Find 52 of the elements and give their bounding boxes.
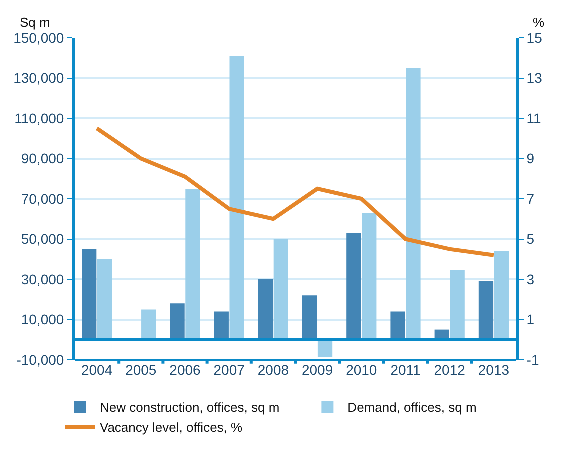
bar bbox=[478, 282, 494, 340]
y2-tick-label: 9 bbox=[526, 150, 535, 167]
y-tick-label: 30,000 bbox=[21, 271, 64, 288]
y2-tick-label: 7 bbox=[526, 190, 535, 207]
y2-tick-label: 11 bbox=[526, 110, 542, 126]
y2-tick-label: 3 bbox=[526, 271, 535, 288]
y-tick-label: 10,000 bbox=[21, 312, 64, 328]
bar bbox=[302, 296, 318, 340]
line-series bbox=[95, 126, 496, 258]
legend-label: Vacancy level, offices, % bbox=[100, 420, 244, 436]
y2-tick-label: 5 bbox=[526, 231, 535, 248]
x-tick-label: 2005 bbox=[126, 362, 157, 378]
y-tick-label: 130,000 bbox=[14, 70, 64, 86]
bar bbox=[142, 310, 156, 340]
y-tick-label: -10,000 bbox=[16, 352, 64, 368]
x-tick-label: 2012 bbox=[434, 362, 466, 378]
x-tick-label: 2006 bbox=[170, 362, 202, 378]
x-tick-label: 2011 bbox=[390, 362, 422, 378]
bar bbox=[230, 56, 244, 340]
y2-tick-label: -1 bbox=[526, 352, 540, 368]
y-tick-label: 90,000 bbox=[21, 150, 64, 167]
bar bbox=[274, 239, 288, 340]
bar bbox=[258, 280, 274, 340]
y-tick-label: 70,000 bbox=[21, 190, 64, 207]
bar bbox=[346, 233, 362, 340]
y2-tick-label: 13 bbox=[526, 70, 543, 86]
bar bbox=[362, 213, 377, 340]
bar bbox=[450, 270, 465, 340]
bar bbox=[186, 188, 200, 340]
y2-tick-label: 1 bbox=[526, 312, 535, 328]
x-tick-label: 2009 bbox=[302, 362, 334, 378]
bar bbox=[97, 259, 112, 340]
x-tick-label: 2004 bbox=[81, 362, 113, 378]
y2-tick-label: 15 bbox=[526, 30, 543, 46]
x-tick-label: 2007 bbox=[214, 362, 246, 378]
x-tick-label: 2010 bbox=[346, 362, 378, 378]
legend-label: Demand, offices, sq m bbox=[348, 400, 477, 416]
bar bbox=[214, 312, 229, 340]
y-tick-label: 150,000 bbox=[14, 30, 64, 46]
bar bbox=[170, 304, 185, 340]
y-tick-label: 110,000 bbox=[14, 110, 64, 126]
y2-axis-title: % bbox=[533, 15, 545, 30]
y-axis-title: Sq m bbox=[20, 15, 50, 30]
bar bbox=[82, 249, 97, 340]
bar bbox=[494, 251, 509, 340]
bar bbox=[406, 68, 421, 340]
x-tick-label: 2013 bbox=[478, 362, 510, 378]
bar bbox=[390, 312, 406, 340]
x-tick-label: 2008 bbox=[258, 362, 290, 378]
bar bbox=[318, 340, 333, 357]
y-tick-label: 50,000 bbox=[21, 231, 64, 248]
legend-label: New construction, offices, sq m bbox=[100, 400, 280, 416]
